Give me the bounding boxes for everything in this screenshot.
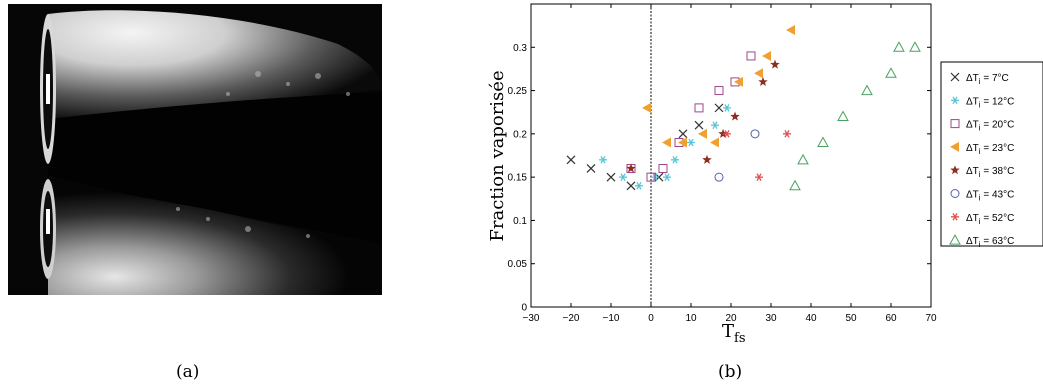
x-tick-label: 60 xyxy=(885,313,897,324)
x-axis-label: Tfs xyxy=(722,321,746,346)
data-point-series-4 xyxy=(662,137,671,148)
legend-label-series-3: ΔTi = 20°C xyxy=(966,120,1014,133)
data-point-series-3 xyxy=(746,51,756,61)
legend-marker-series-8 xyxy=(949,234,961,245)
legend-label-series-4: ΔTi = 23°C xyxy=(966,143,1014,156)
data-point-series-2 xyxy=(671,156,679,164)
y-tick-label: 0.2 xyxy=(513,129,527,140)
data-point-series-7 xyxy=(783,130,791,138)
data-point-series-4 xyxy=(642,102,651,113)
data-point-series-2 xyxy=(635,181,643,190)
legend-label-series-1: ΔTi = 7°C xyxy=(966,73,1009,86)
y-tick-label: 0.15 xyxy=(508,173,528,184)
y-tick-label: 0.3 xyxy=(513,43,527,54)
data-point-series-7 xyxy=(723,130,731,138)
data-point-series-8 xyxy=(817,136,829,148)
legend-marker-series-4 xyxy=(950,141,959,152)
data-point-series-1 xyxy=(678,129,688,139)
data-point-series-4 xyxy=(710,137,719,148)
data-point-series-1 xyxy=(626,181,636,191)
x-tick-label: 40 xyxy=(805,313,817,324)
x-tick-label: 20 xyxy=(725,313,737,324)
data-point-series-6 xyxy=(714,172,724,182)
data-point-series-8 xyxy=(789,179,801,191)
x-tick-label: −10 xyxy=(603,313,620,324)
y-axis-label: Fraction vaporisée xyxy=(487,70,508,241)
y-tick-label: 0.25 xyxy=(508,86,528,97)
data-point-series-8 xyxy=(909,41,921,52)
data-point-series-4 xyxy=(678,137,687,148)
legend-marker-series-7 xyxy=(951,212,959,221)
x-tick-label: 10 xyxy=(685,313,697,324)
data-point-series-4 xyxy=(786,24,795,35)
legend-label-series-2: ΔTi = 12°C xyxy=(966,96,1014,109)
y-axis-ticks: 0 0.05 0.1 0.15 0.2 0.25 0.3 xyxy=(508,43,931,314)
data-point-series-1 xyxy=(586,164,596,173)
x-axis-ticks: −30 −20 −10 0 10 20 30 40 50 60 70 xyxy=(523,4,937,324)
data-point-series-8 xyxy=(861,84,873,96)
legend-marker-series-3 xyxy=(950,119,960,129)
data-point-series-8 xyxy=(893,41,905,52)
data-point-series-2 xyxy=(723,104,731,112)
data-point-series-4 xyxy=(754,68,763,79)
data-point-series-2 xyxy=(711,121,719,130)
y-tick-label: 0.05 xyxy=(508,259,528,270)
legend: ΔTi = 7°C ΔTi = 12°C ΔTi = 20°C ΔTi = 23°C Δ… xyxy=(940,61,1043,249)
data-point-series-4 xyxy=(734,76,743,87)
data-point-series-2 xyxy=(663,173,671,181)
legend-marker-series-1 xyxy=(950,72,960,82)
legend-label-series-7: ΔTi = 52°C xyxy=(966,213,1014,226)
y-tick-label: 0 xyxy=(521,303,527,314)
data-point-series-3 xyxy=(658,163,668,173)
spray-photograph xyxy=(8,4,382,295)
data-point-series-2 xyxy=(619,173,627,181)
data-point-series-5 xyxy=(730,111,740,121)
data-point-series-5 xyxy=(770,59,780,69)
x-tick-label: −30 xyxy=(523,313,540,324)
data-point-series-5 xyxy=(626,163,636,173)
data-point-series-1 xyxy=(714,103,724,113)
legend-label-series-8: ΔTi = 63°C xyxy=(966,236,1014,249)
data-point-series-2 xyxy=(687,138,695,147)
data-point-series-8 xyxy=(797,153,809,165)
plot-frame xyxy=(530,3,932,308)
legend-marker-series-5 xyxy=(950,165,960,175)
data-points xyxy=(566,24,921,191)
legend-label-series-6: ΔTi = 43°C xyxy=(966,190,1014,203)
data-point-series-8 xyxy=(885,67,897,78)
caption-a: (a) xyxy=(176,362,200,382)
legend-marker-series-2 xyxy=(951,96,959,105)
data-point-series-5 xyxy=(702,154,712,164)
data-point-series-3 xyxy=(694,103,704,113)
data-point-series-1 xyxy=(694,120,704,130)
legend-box xyxy=(940,61,1043,247)
data-point-series-8 xyxy=(837,110,849,122)
data-point-series-3 xyxy=(714,86,724,96)
data-point-series-1 xyxy=(606,172,616,182)
data-point-series-5 xyxy=(758,76,768,86)
data-point-series-4 xyxy=(698,128,707,139)
legend-marker-series-6 xyxy=(950,189,960,198)
data-point-series-4 xyxy=(762,50,771,61)
x-tick-label: 0 xyxy=(648,313,654,324)
data-point-series-2 xyxy=(599,156,607,164)
x-tick-label: 70 xyxy=(925,313,937,324)
data-point-series-7 xyxy=(755,173,763,181)
y-tick-label: 0.1 xyxy=(513,216,527,227)
legend-label-series-5: ΔTi = 38°C xyxy=(966,166,1014,179)
x-tick-label: 50 xyxy=(845,313,857,324)
caption-b: (b) xyxy=(718,362,743,382)
data-point-series-3 xyxy=(646,172,656,182)
data-point-series-1 xyxy=(566,155,576,165)
x-tick-label: 30 xyxy=(765,313,777,324)
x-tick-label: −20 xyxy=(563,313,580,324)
data-point-series-6 xyxy=(750,129,760,139)
